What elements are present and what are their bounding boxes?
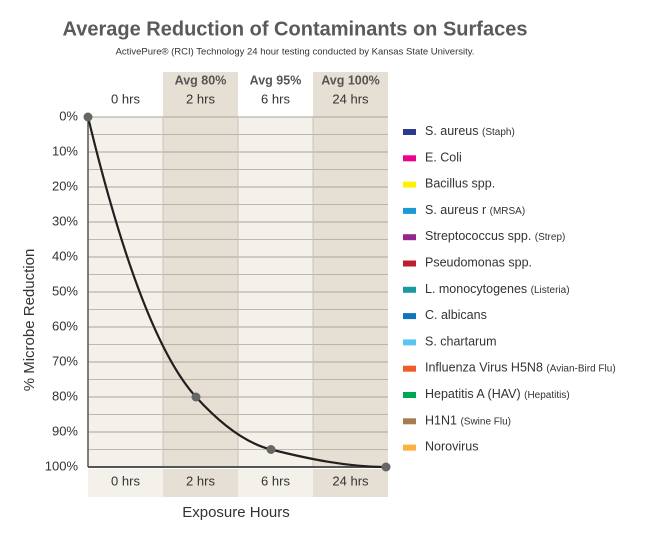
- column-band: [313, 72, 388, 117]
- legend-label: S. aureus r (MRSA): [425, 203, 525, 217]
- chart-subtitle: ActivePure® (RCI) Technology 24 hour tes…: [116, 47, 475, 58]
- value-label: Avg 80%: [175, 73, 227, 87]
- data-point: [381, 462, 391, 472]
- legend-swatch: [403, 207, 416, 214]
- legend-label: S. aureus (Staph): [425, 124, 515, 138]
- column-band: [238, 72, 313, 117]
- column-band: [163, 72, 238, 117]
- legend-swatch: [403, 155, 416, 162]
- legend-label: S. chartarum: [425, 335, 497, 349]
- legend-swatch: [403, 234, 416, 241]
- legend-label: H1N1 (Swine Flu): [425, 414, 511, 428]
- value-label: Avg 100%: [321, 73, 380, 87]
- y-tick-label: 20%: [52, 178, 78, 193]
- value-label: Avg 95%: [250, 73, 302, 87]
- data-point: [83, 112, 93, 122]
- y-tick-label: 80%: [52, 388, 78, 403]
- legend-label: Streptococcus spp. (Strep): [425, 229, 565, 243]
- legend-swatch: [403, 444, 416, 451]
- y-tick-label: 30%: [52, 213, 78, 228]
- legend-swatch: [403, 181, 416, 188]
- column-band: [163, 469, 238, 497]
- data-point: [191, 392, 201, 402]
- y-tick-label: 50%: [52, 283, 78, 298]
- y-tick-label: 40%: [52, 248, 78, 263]
- column-band: [238, 469, 313, 497]
- y-tick-label: 100%: [45, 458, 79, 473]
- legend-label: Pseudomonas spp.: [425, 256, 532, 270]
- y-axis-label: % Microbe Reduction: [21, 249, 38, 392]
- x-tick-label: 2 hrs: [186, 473, 215, 488]
- x-header-label: 0 hrs: [111, 91, 140, 106]
- legend-swatch: [403, 392, 416, 398]
- legend-label: L. monocytogenes (Listeria): [425, 282, 570, 296]
- x-header-label: 2 hrs: [186, 91, 215, 106]
- x-axis-label: Exposure Hours: [182, 504, 290, 521]
- y-tick-label: 0%: [59, 108, 78, 123]
- column-band: [88, 72, 163, 117]
- x-tick-label: 0 hrs: [111, 473, 140, 488]
- legend-swatch: [403, 260, 416, 267]
- y-tick-label: 90%: [52, 423, 78, 438]
- legend-swatch: [403, 365, 416, 372]
- x-header-label: 24 hrs: [332, 91, 369, 106]
- x-tick-label: 24 hrs: [332, 473, 369, 488]
- reduction-curve: [86, 116, 387, 469]
- chart-title: Average Reduction of Contaminants on Sur…: [63, 18, 528, 40]
- x-tick-label: 6 hrs: [261, 473, 290, 488]
- legend-swatch: [403, 339, 416, 346]
- y-tick-label: 70%: [52, 353, 78, 368]
- legend-swatch: [403, 286, 416, 293]
- legend-swatch: [403, 418, 416, 425]
- y-tick-label: 10%: [52, 143, 78, 158]
- legend-label: Norovirus: [425, 440, 479, 454]
- y-tick-label: 60%: [52, 318, 78, 333]
- legend-swatch: [403, 129, 416, 135]
- legend-label: Influenza Virus H5N8 (Avian-Bird Flu): [425, 361, 616, 375]
- data-point: [266, 445, 276, 454]
- column-band: [88, 469, 163, 497]
- legend-label: Bacillus spp.: [425, 177, 495, 191]
- legend-swatch: [403, 313, 416, 320]
- legend-label: C. albicans: [425, 308, 487, 322]
- legend-label: Hepatitis A (HAV) (Hepatitis): [425, 387, 570, 401]
- x-header-label: 6 hrs: [261, 91, 290, 106]
- legend-label: E. Coli: [425, 151, 462, 165]
- column-band: [313, 469, 388, 497]
